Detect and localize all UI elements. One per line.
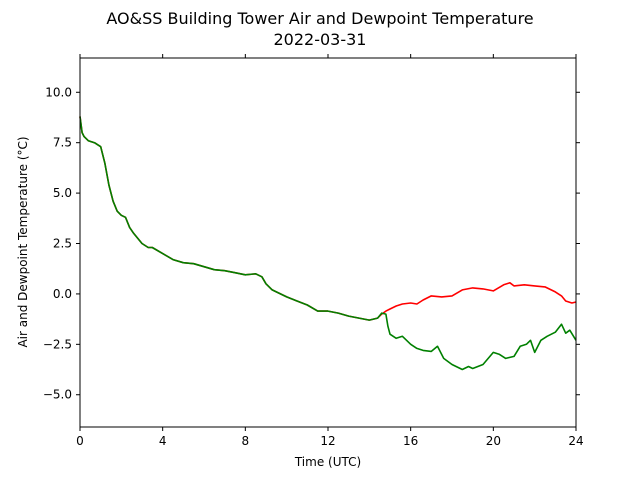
y-tick-label: 0.0	[53, 287, 72, 301]
x-tick-label: 20	[486, 434, 501, 448]
y-tick-label: 2.5	[53, 237, 72, 251]
y-tick-label: 10.0	[45, 85, 72, 99]
ticks-layer: 0 4 8 12 16 20 24 −5.0 −2.5 0.0 2.5 5.0 7.5 10.0	[43, 54, 584, 448]
x-tick-label: 24	[568, 434, 583, 448]
x-tick-label: 8	[242, 434, 250, 448]
series-line-0	[79, 116, 577, 321]
series-line-1	[79, 116, 577, 371]
series-layer	[79, 116, 577, 371]
x-tick-label: 12	[320, 434, 335, 448]
x-axis-label: Time (UTC)	[294, 455, 361, 469]
plot-frame	[79, 57, 577, 428]
y-axis-label: Air and Dewpoint Temperature (°C)	[16, 136, 30, 347]
x-tick-label: 0	[76, 434, 84, 448]
y-tick-label: −2.5	[43, 337, 72, 351]
y-tick-label: 5.0	[53, 186, 72, 200]
x-tick-label: 4	[159, 434, 167, 448]
chart-title: AO&SS Building Tower Air and Dewpoint Te…	[106, 9, 533, 28]
y-tick-label: 7.5	[53, 136, 72, 150]
chart-subtitle: 2022-03-31	[274, 30, 367, 49]
x-tick-label: 16	[403, 434, 418, 448]
y-tick-label: −5.0	[43, 388, 72, 402]
